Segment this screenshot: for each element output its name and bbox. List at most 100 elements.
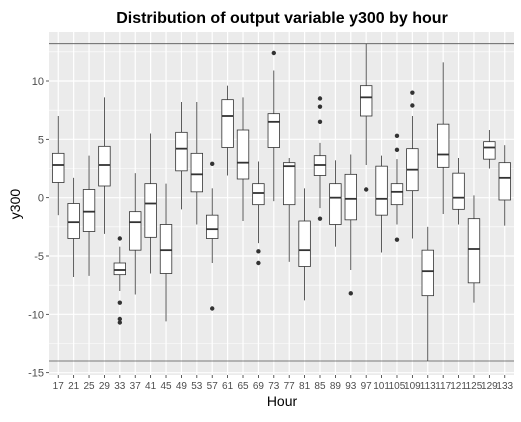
box-37 <box>129 173 142 295</box>
x-tick-label: 65 <box>237 381 249 392</box>
y-axis-title: y300 <box>7 189 23 220</box>
x-axis-title: Hour <box>267 393 298 409</box>
x-tick-label: 133 <box>496 381 513 392</box>
box-body <box>159 224 173 274</box>
x-tick-label: 101 <box>373 381 390 392</box>
x-tick-label: 25 <box>83 381 95 392</box>
box-body <box>436 123 450 168</box>
box-body <box>67 203 80 239</box>
box-body <box>52 152 65 183</box>
box-61 <box>221 85 234 176</box>
outlier-point <box>271 50 277 56</box>
box-45 <box>159 183 173 322</box>
box-65 <box>236 97 250 221</box>
outlier-point <box>317 104 323 109</box>
box-body <box>190 152 203 193</box>
outlier-point <box>410 90 415 95</box>
box-69 <box>252 161 265 266</box>
x-tick-label: 37 <box>130 381 142 392</box>
box-133 <box>498 145 511 226</box>
box-97 <box>360 43 373 192</box>
box-121 <box>452 158 465 225</box>
box-body <box>483 141 496 160</box>
plot-panel <box>49 32 514 375</box>
x-tick-label: 29 <box>99 381 111 392</box>
box-body <box>390 183 404 206</box>
x-tick-label: 85 <box>314 381 326 392</box>
outlier-point <box>256 260 261 266</box>
box-89 <box>329 160 342 247</box>
box-101 <box>375 155 388 253</box>
y-tick-label: 5 <box>38 134 44 146</box>
box-body <box>375 165 388 216</box>
x-tick-label: 49 <box>176 381 188 392</box>
x-tick-label: 105 <box>389 381 406 392</box>
box-body <box>498 162 511 201</box>
outlier-point <box>410 103 415 108</box>
x-tick-label: 73 <box>268 381 280 392</box>
box-41 <box>144 133 157 274</box>
outlier-point <box>117 320 123 325</box>
box-body <box>452 172 465 210</box>
box-93 <box>344 154 357 296</box>
box-77 <box>283 158 296 262</box>
box-body <box>283 162 296 206</box>
outlier-point <box>348 291 353 296</box>
x-tick-label: 109 <box>404 381 421 392</box>
reference-lines <box>49 43 514 362</box>
outlier-point <box>317 216 323 221</box>
box-body <box>236 129 250 180</box>
outlier-point <box>256 249 261 254</box>
outlier-point <box>117 316 123 322</box>
box-85 <box>313 96 327 221</box>
box-29 <box>98 97 111 234</box>
boxes-layer <box>52 43 511 361</box>
x-tick-label: 121 <box>450 381 467 392</box>
box-body <box>252 183 265 206</box>
box-body <box>267 113 280 148</box>
box-body <box>467 218 481 284</box>
box-body <box>421 249 434 297</box>
x-tick-label: 129 <box>481 381 498 392</box>
box-81 <box>298 188 311 301</box>
x-axis: 17 21 25 29 33 37 41 45 49 53 57 61 65 69 73 77 81 85 89 93… <box>53 375 514 392</box>
box-body <box>175 131 188 172</box>
outlier-point <box>317 96 323 101</box>
box-body <box>113 262 127 276</box>
x-tick-label: 93 <box>345 381 357 392</box>
x-tick-label: 117 <box>435 381 451 392</box>
x-tick-label: 125 <box>466 381 483 392</box>
chart-title: Distribution of output variable y300 by … <box>116 10 448 27</box>
box-109 <box>406 90 419 239</box>
box-129 <box>483 130 496 169</box>
x-tick-label: 53 <box>191 381 203 392</box>
box-33 <box>113 236 127 325</box>
outlier-point <box>394 133 400 139</box>
box-105 <box>390 133 404 242</box>
y-tick-label: -10 <box>28 309 44 321</box>
box-57 <box>206 161 219 311</box>
box-49 <box>175 102 188 210</box>
x-tick-label: 33 <box>114 381 126 392</box>
outlier-point <box>117 236 123 241</box>
box-117 <box>436 62 450 214</box>
outlier-point <box>117 300 123 305</box>
x-tick-label: 77 <box>284 381 296 392</box>
box-body <box>298 220 311 267</box>
y-tick-label: -5 <box>34 251 44 263</box>
x-tick-label: 69 <box>253 381 265 392</box>
box-body <box>98 145 111 187</box>
box-17 <box>52 116 65 216</box>
box-body <box>329 183 342 225</box>
outlier-point <box>363 187 369 192</box>
x-tick-label: 61 <box>222 381 234 392</box>
x-tick-label: 21 <box>68 381 80 392</box>
x-tick-label: 81 <box>299 381 311 392</box>
box-53 <box>190 102 203 225</box>
box-25 <box>82 155 96 276</box>
box-body <box>360 85 373 117</box>
outlier-point <box>210 161 215 167</box>
x-tick-label: 97 <box>361 381 373 392</box>
box-body <box>221 99 234 148</box>
